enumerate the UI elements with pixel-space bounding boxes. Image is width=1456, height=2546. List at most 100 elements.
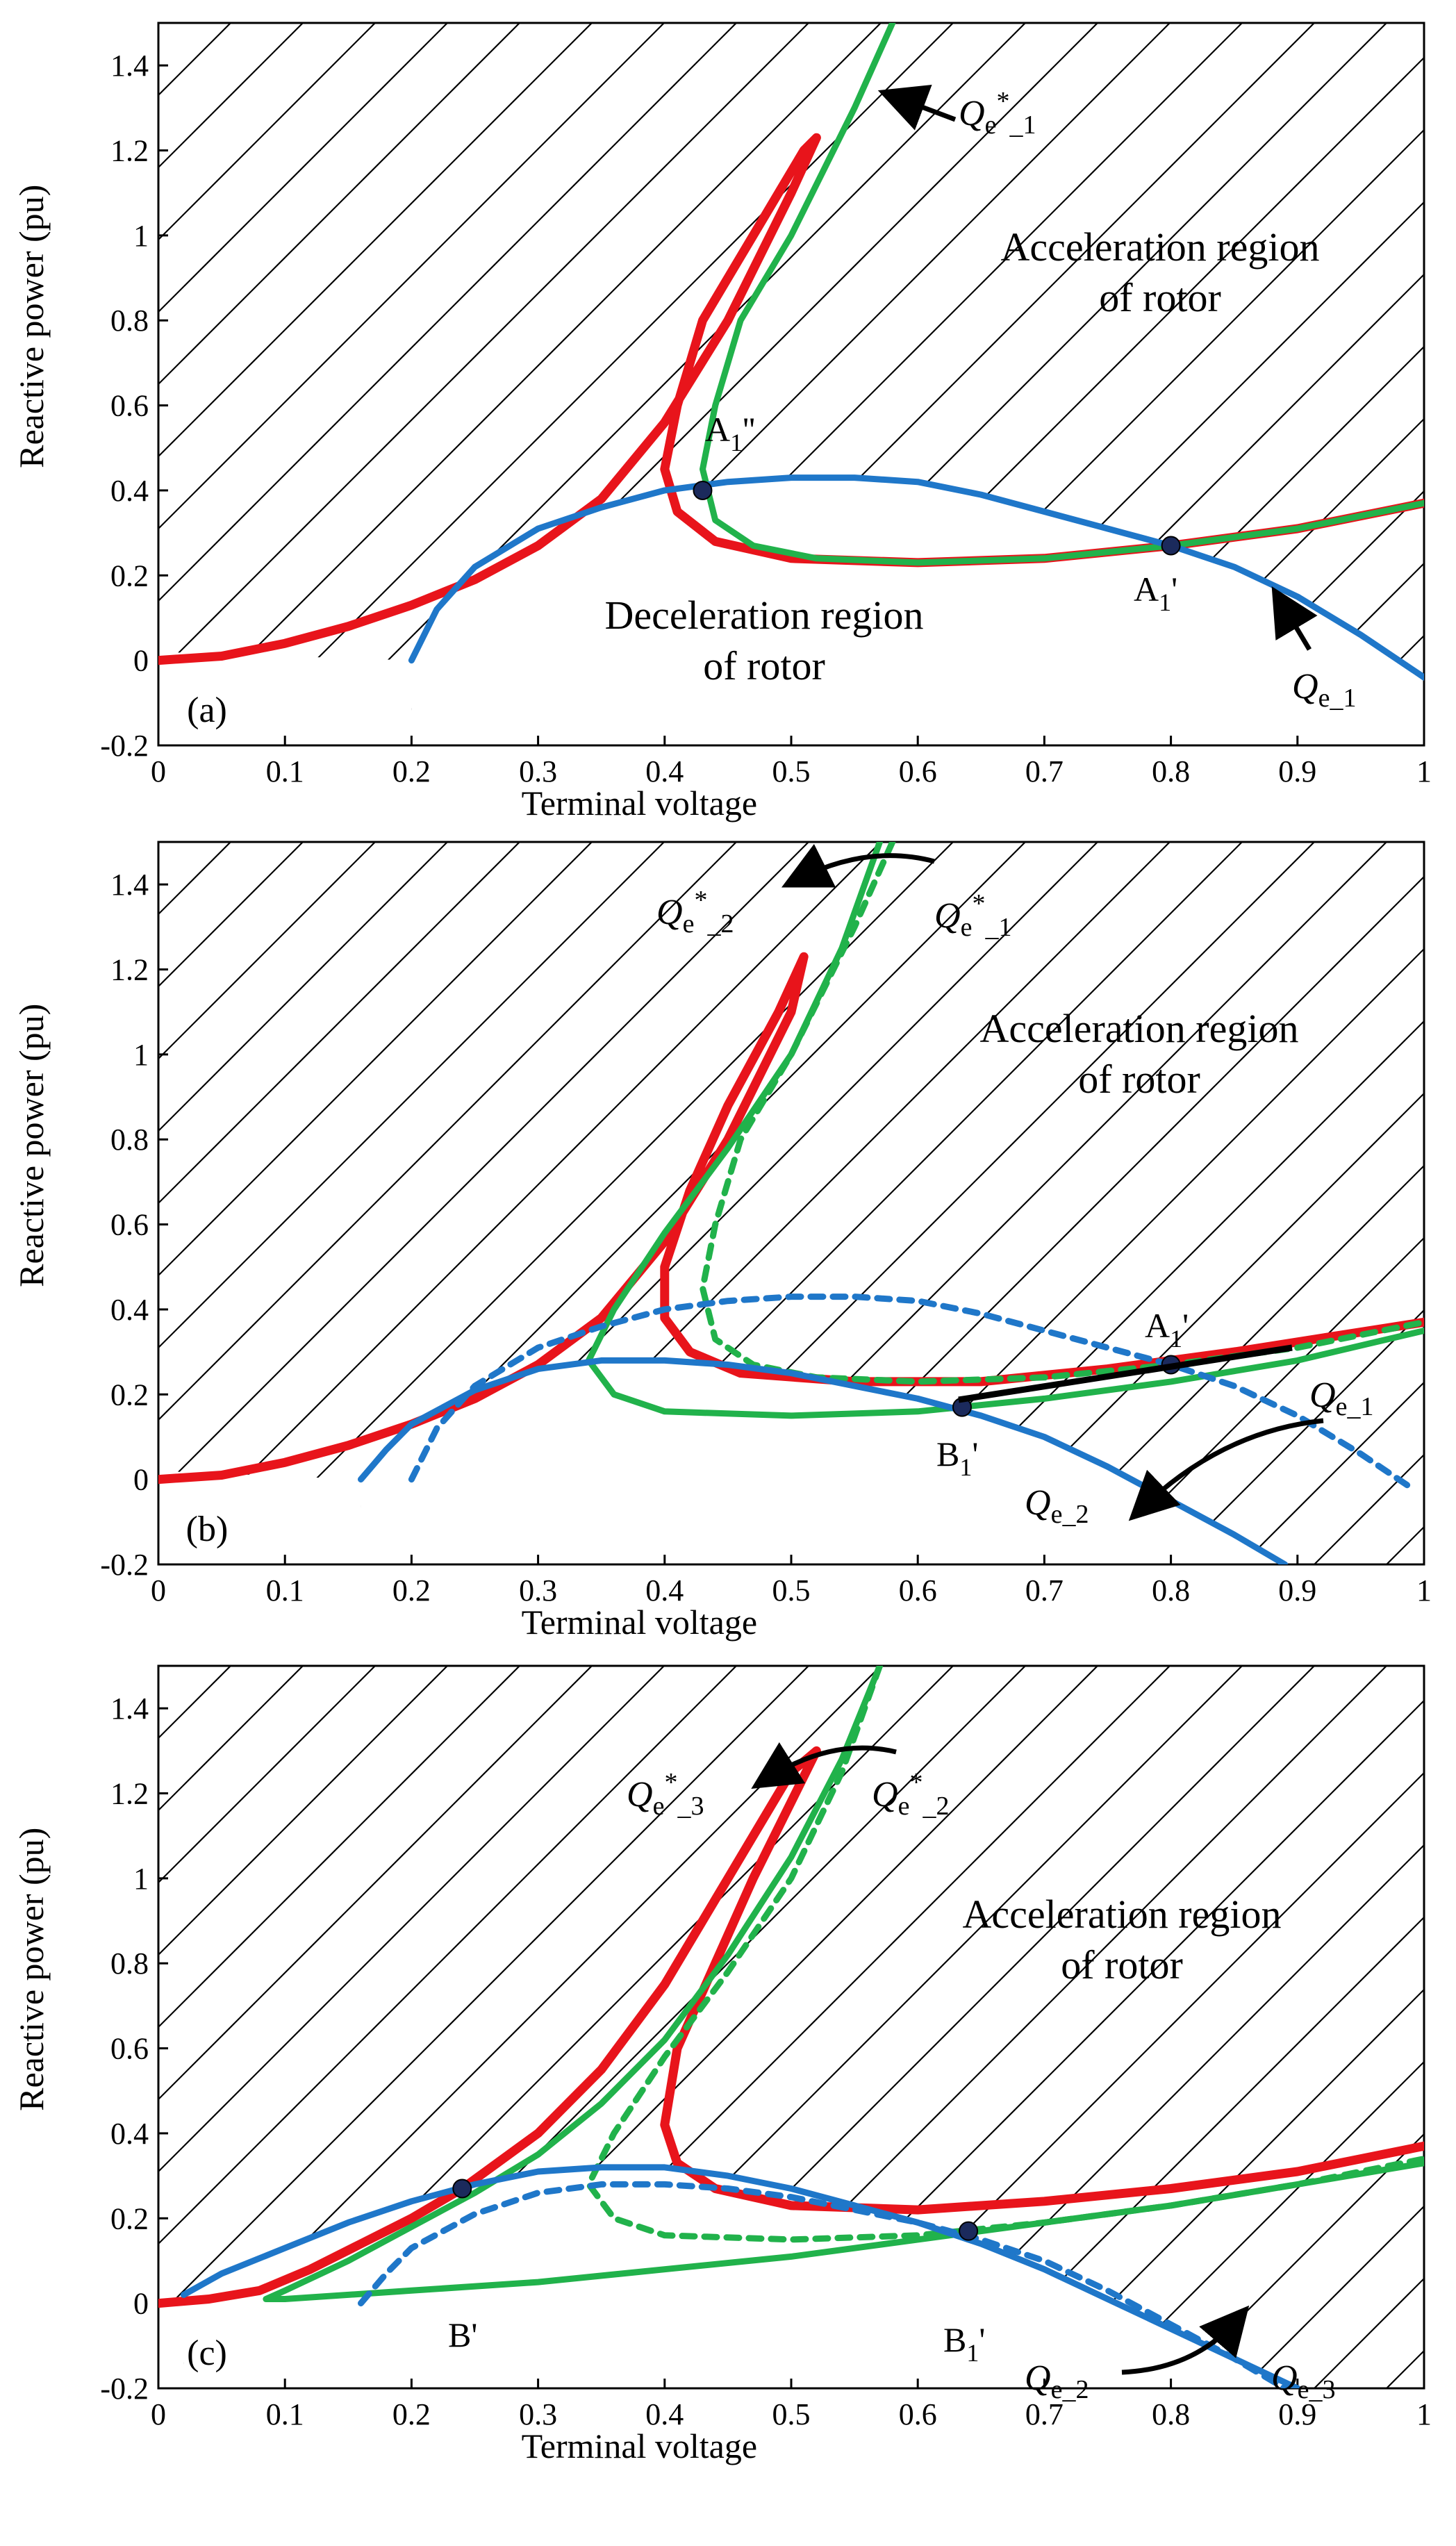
point-label-A1p: A1' [1134,570,1177,616]
curve-label-Qe-2: Qe_2 [1025,1483,1089,1529]
y-tick-label: 1 [133,1038,149,1072]
x-tick-label: 0 [151,754,166,788]
series-group [158,23,1424,681]
hatch-line [1025,1988,1424,2388]
x-tick-label: 0.2 [392,2397,431,2431]
panel-label: (a) [187,691,227,730]
marker-point [693,480,713,500]
y-tick-label: 0.2 [110,1378,149,1412]
arrow-Qe-star-1 [877,85,957,131]
series-qe-1 [700,23,1424,566]
y-tick-label: 0.6 [110,1208,149,1242]
x-tick-label: 0.5 [772,754,811,788]
hatch-line [158,842,737,1421]
x-tick-label: 0.4 [645,1573,684,1607]
y-tick-label: 0.8 [110,1946,149,1981]
hatch-line [158,1666,520,2028]
deceleration-region-left [158,652,412,745]
arrow-star-2-to-3 [751,1742,897,1789]
y-tick-label: 1.2 [110,1777,149,1811]
hatch-line [1386,1526,1424,1564]
series-qe-1 [408,1293,1415,1491]
series-qe-2 [586,1666,1424,2243]
hatch-line [1241,562,1424,745]
deceleration-region [183,2167,1298,2388]
point-label-B1p: B1' [936,1435,978,1481]
deceleration-region [411,477,1424,745]
x-tick-label: 1 [1416,2397,1432,2431]
curve-label-Qe-2: Qe_2 [1025,2358,1089,2404]
series-qe-1 [408,474,1424,681]
x-tick-label: 0.8 [1152,2397,1190,2431]
y-tick-label: 0 [133,1463,149,1497]
arrow-star-1-to-2 [781,843,935,888]
y-tick-label: 1.4 [110,49,149,83]
hatch-line [158,1666,448,1956]
hatch-line [1097,2060,1424,2388]
x-tick-label: 0.2 [392,754,431,788]
hatch-line [158,23,376,241]
hatch-line [158,23,593,458]
hatch-line [952,1916,1424,2388]
x-tick-label: 0.7 [1025,2397,1064,2431]
series-qe-1 [700,842,1424,1385]
x-tick-label: 0.2 [392,1573,431,1607]
x-tick-label: 0.5 [772,2397,811,2431]
panel-label: (b) [186,1510,229,1549]
x-tick-label: 1 [1416,754,1432,788]
hatch-line [1241,2205,1424,2388]
region-deceleration: Deceleration region [605,593,924,638]
curve-label-Qe-star-2: Qe*_2 [656,886,734,939]
hatch-line [1169,2133,1424,2388]
y-tick-label: 1.4 [110,1692,149,1726]
y-axis-label: Reactive power (pu) [12,185,51,468]
hatch-line [158,842,809,1494]
hatch-line [158,842,520,1205]
y-tick-label: 0 [133,2287,149,2321]
panel-c: 0 0.1 0.2 0.3 0.4 0.5 0.6 0.7 0.8 0.9 1-0.200.20.4… [12,1664,1432,2465]
region-deceleration-2: of rotor [703,643,825,688]
region-acceleration: Acceleration region [963,1892,1282,1937]
hatch-line [158,23,737,602]
series-qe-2 [358,2181,1289,2388]
x-tick-label: 1 [1416,1573,1432,1607]
x-tick-label: 0.8 [1152,1573,1190,1607]
y-tick-label: 0.4 [110,2117,149,2151]
arrow-Qe-2-to-3 [1121,2305,1250,2375]
panel-a: 0 0.1 0.2 0.3 0.4 0.5 0.6 0.7 0.8 0.9 1-0.200.20.4… [12,22,1432,823]
y-axis-label: Reactive power (pu) [12,1004,51,1287]
x-tick-label: 0 [151,2397,166,2431]
x-tick-label: 0.9 [1278,2397,1316,2431]
x-tick-label: 0.7 [1025,1573,1064,1607]
x-tick-label: 0.6 [899,2397,937,2431]
hatch-line [1025,1164,1424,1564]
x-tick-label: 0 [151,1573,166,1607]
x-tick-label: 0.6 [899,1573,937,1607]
x-tick-label: 0.9 [1278,754,1316,788]
curve-label-Qe-star-1: Qe*_1 [934,889,1011,942]
hatch-line [158,1666,809,2317]
arrow-Qe-1-to-2 [1128,1418,1324,1521]
hatch-line [158,1666,376,1884]
x-tick-label: 0.7 [1025,754,1064,788]
y-tick-label: 0.6 [110,2032,149,2066]
y-tick-label: 1 [133,219,149,253]
series-qe-3 [263,1666,1424,2302]
deceleration-region [361,1360,1285,1564]
hatch-line [952,1092,1424,1564]
y-tick-label: 0.4 [110,1293,149,1327]
x-tick-label: 0.4 [645,754,684,788]
region-acceleration: Acceleration region [1001,224,1320,270]
x-tick-label: 0.9 [1278,1573,1316,1607]
y-tick-label: 0 [133,644,149,678]
point-label-B1p: B1' [943,2320,985,2367]
y-tick-label: 1 [133,1862,149,1896]
hatch-line [1169,1309,1424,1564]
series-qe-2 [586,842,1424,1419]
y-tick-label: 1.4 [110,868,149,902]
curve-label-Qe-star-2: Qe*_2 [872,1768,949,1821]
marker-point [1161,536,1181,556]
hatch-line [158,842,448,1132]
hatch-line [1097,1237,1424,1564]
